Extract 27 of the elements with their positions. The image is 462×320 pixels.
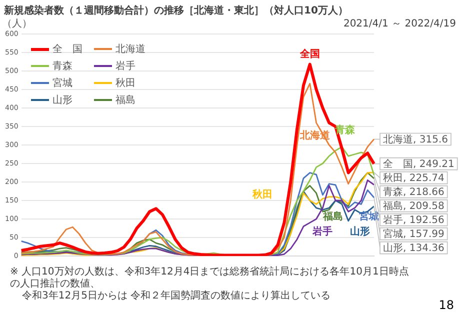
- legend-label: 福島: [115, 94, 136, 107]
- annotation: 岩手: [312, 226, 333, 238]
- legend-label: 青森: [52, 60, 72, 73]
- legend-label: 宮城: [52, 76, 72, 90]
- annotation: 福島: [322, 210, 343, 223]
- legend-label: 北海道: [115, 42, 146, 56]
- text: 令和3年12月5日からは 令和２年国勢調査の数値により算出している: [22, 290, 331, 302]
- text: 18: [438, 298, 454, 312]
- data-label: 山形, 134.36: [383, 242, 444, 254]
- data-label: 秋田, 225.74: [383, 172, 444, 184]
- annotation: 全国: [298, 48, 320, 60]
- chart-title: 新規感染者数（１週間移動合計）の推移［北海道・東北］（対人口10万人）: [3, 4, 348, 17]
- data-label: 全 国, 249.21: [383, 158, 454, 170]
- legend-label: 全 国: [52, 43, 82, 56]
- legend-label: 山形: [52, 94, 72, 107]
- data-label: 宮城, 157.99: [383, 228, 444, 240]
- data-label: 福島, 209.58: [383, 200, 444, 212]
- text: ※ 人口10万対の人数は、令和3年12月4日までは総務省統計局における各年10月1日時点の人口推計の数値、: [10, 266, 409, 290]
- y-axis-title: （人）: [2, 18, 32, 30]
- data-label: 北海道, 315.6: [383, 133, 448, 146]
- text: 2021/4/1 ～ 2022/4/19: [343, 18, 456, 30]
- annotation: 秋田: [251, 188, 272, 201]
- annotation: 山形: [350, 226, 370, 238]
- legend-label: 岩手: [115, 60, 136, 73]
- legend-label: 秋田: [115, 76, 136, 90]
- data-label: 青森, 218.66: [383, 186, 444, 198]
- data-label: 岩手, 192.56: [383, 214, 444, 226]
